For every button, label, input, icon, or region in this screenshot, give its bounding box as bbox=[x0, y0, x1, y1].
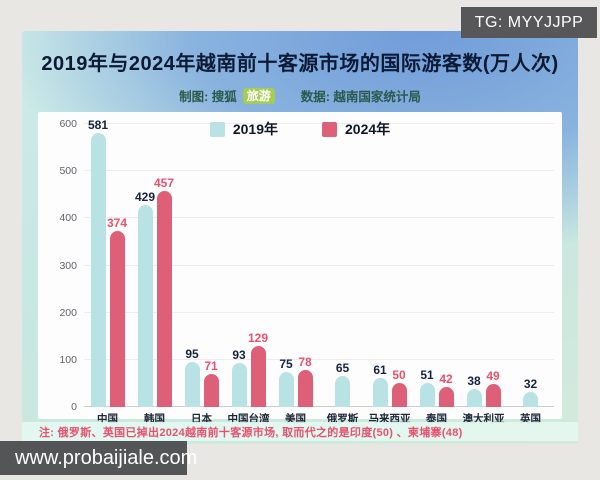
bar-value-label: 429 bbox=[134, 189, 156, 204]
bar-2024年: 129 bbox=[248, 331, 268, 407]
legend-label: 2019年 bbox=[232, 121, 278, 137]
footnote-strip: 注: 俄罗斯、英国已掉出2024越南前十客源市场, 取而代之的是印度(50) 、… bbox=[22, 422, 578, 441]
bar-2019年: 429 bbox=[135, 190, 155, 407]
credit-badge: 旅游 bbox=[242, 87, 275, 104]
bar-group: 95 71 日本 bbox=[178, 124, 225, 425]
source-label: 数据: 越南国家统计局 bbox=[300, 90, 421, 104]
bar-value-label: 65 bbox=[335, 361, 350, 376]
bar-value-label: 42 bbox=[439, 372, 453, 387]
bar-value-label: 374 bbox=[106, 215, 128, 230]
bar-value-label: 581 bbox=[87, 117, 109, 132]
y-tick-label: 0 bbox=[71, 401, 77, 413]
bar-value-label: 50 bbox=[392, 368, 406, 383]
bar-value-label: 38 bbox=[467, 374, 481, 389]
bar-value-label: 49 bbox=[486, 368, 500, 383]
bar-2019年: 51 bbox=[419, 368, 435, 407]
y-tick-label: 400 bbox=[59, 212, 77, 225]
y-tick-label: 100 bbox=[59, 353, 77, 366]
grid-line-500 bbox=[84, 170, 554, 172]
grid-line-100 bbox=[84, 358, 554, 360]
grid-line-400 bbox=[84, 217, 554, 219]
legend-item-2019年: 2019年 bbox=[209, 119, 278, 139]
legend-label: 2024年 bbox=[345, 121, 391, 137]
credit-label: 制图: 搜狐 bbox=[179, 90, 237, 104]
bar-2019年: 38 bbox=[466, 374, 482, 407]
y-grid: 0 100 200 300 400 500 600 bbox=[59, 118, 554, 413]
bar-groups: 581 374 中国 429 457 韩国 95 71 日本 93 129 中国台湾 75 78 美国 65 俄… bbox=[84, 118, 554, 425]
grid-line-600 bbox=[84, 123, 554, 124]
bar-value-label: 457 bbox=[153, 176, 175, 191]
site-watermark-text: www.probaijiale.com bbox=[15, 446, 198, 469]
bar-2024年: 49 bbox=[485, 369, 501, 407]
legend-swatch-icon bbox=[209, 121, 225, 137]
credit-row: 制图: 搜狐 旅游 数据: 越南国家统计局 bbox=[22, 86, 578, 105]
bar-2024年: 457 bbox=[154, 176, 174, 407]
bar-2019年: 32 bbox=[523, 377, 538, 407]
y-tick-label: 500 bbox=[59, 165, 77, 178]
y-tick-label: 200 bbox=[59, 306, 77, 319]
bar-2024年: 71 bbox=[203, 359, 219, 407]
tg-watermark: TG: MYYJJPP bbox=[461, 7, 597, 38]
bar-group: 429 457 韩国 bbox=[131, 124, 178, 425]
grid-line-0 bbox=[84, 406, 554, 407]
legend-swatch-icon bbox=[322, 121, 337, 137]
grid-line-300 bbox=[84, 264, 554, 266]
bar-2024年: 78 bbox=[297, 355, 313, 407]
bar-value-label: 95 bbox=[185, 347, 199, 362]
bar-2024年: 42 bbox=[438, 372, 454, 407]
grid-line-200 bbox=[84, 311, 554, 313]
bar-2019年: 75 bbox=[278, 357, 294, 407]
bar-group: 75 78 美国 bbox=[272, 124, 319, 425]
bar-group: 38 49 澳大利亚 bbox=[460, 124, 507, 425]
bar-2019年: 65 bbox=[335, 361, 350, 407]
bar-value-label: 32 bbox=[523, 376, 538, 391]
bar-group: 581 374 中国 bbox=[84, 118, 131, 425]
legend-item-2024年: 2024年 bbox=[322, 119, 390, 139]
bar-value-label: 129 bbox=[247, 331, 269, 346]
bar-2019年: 95 bbox=[184, 347, 200, 407]
bar-group: 61 50 马来西亚 bbox=[366, 124, 413, 425]
bar-group: 93 129 中国台湾 bbox=[225, 124, 272, 425]
legend: 2019年 2024年 bbox=[38, 119, 562, 139]
bar-value-label: 75 bbox=[279, 356, 293, 371]
bar-2019年: 93 bbox=[231, 348, 247, 407]
bar-group: 51 42 泰国 bbox=[413, 124, 460, 425]
bar-group: 65 俄罗斯 bbox=[319, 124, 366, 425]
y-tick-label: 600 bbox=[59, 118, 77, 130]
site-watermark: www.probaijiale.com bbox=[0, 441, 197, 475]
footnote-text: 注: 俄罗斯、英国已掉出2024越南前十客源市场, 取而代之的是印度(50) 、… bbox=[39, 426, 463, 439]
bar-2024年: 374 bbox=[107, 216, 127, 407]
tg-watermark-text: TG: MYYJJPP bbox=[474, 13, 584, 31]
bar-value-label: 71 bbox=[204, 358, 218, 373]
plot-panel: 2019年 2024年 0 100 200 300 400 500 600 581 374 中国 4… bbox=[38, 112, 562, 425]
y-tick-label: 300 bbox=[59, 259, 77, 272]
bar-2019年: 61 bbox=[372, 363, 388, 407]
bar-value-label: 61 bbox=[373, 363, 387, 378]
infographic-card: 2019年与2024年越南前十客源市场的国际游客数(万人次) 制图: 搜狐 旅游… bbox=[22, 31, 578, 444]
bar-2024年: 50 bbox=[391, 368, 407, 407]
bar-group: 32 英国 bbox=[507, 124, 554, 425]
bar-value-label: 78 bbox=[298, 355, 312, 370]
bar-2019年: 581 bbox=[88, 118, 108, 407]
bar-value-label: 51 bbox=[420, 367, 434, 382]
bar-value-label: 93 bbox=[232, 348, 246, 363]
chart-title: 2019年与2024年越南前十客源市场的国际游客数(万人次) bbox=[41, 53, 559, 75]
